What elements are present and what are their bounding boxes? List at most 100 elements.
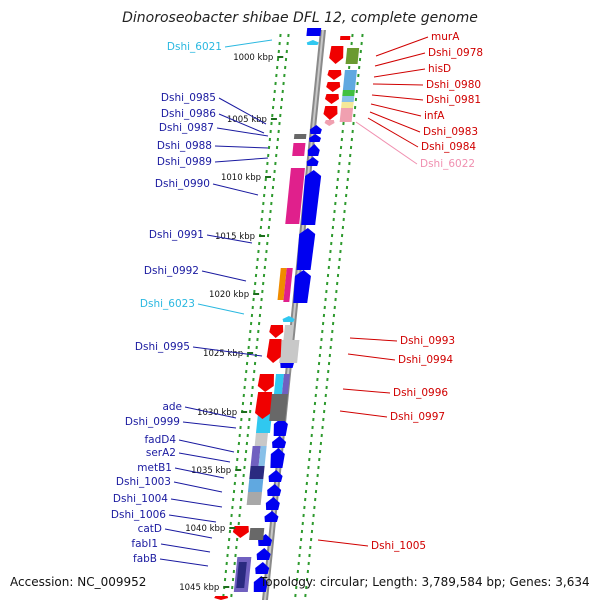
gene-feature-dshi-0999b <box>272 436 287 448</box>
gene-label: Dshi_0993 <box>400 335 455 347</box>
gene-feature-metb1b <box>268 470 283 482</box>
scale-tick-label: 1000 kbp <box>233 53 273 63</box>
gene-feature-fabi1 <box>256 548 271 560</box>
gene-feature-fadd4 <box>250 446 261 466</box>
gene-feature-dshi-1003b <box>246 492 262 505</box>
leader-line <box>218 97 267 125</box>
leader-line <box>369 111 421 133</box>
gene-feature-dshi-0981b <box>341 96 355 102</box>
leader-line <box>174 467 225 479</box>
gene-label: ade <box>162 401 182 413</box>
gene-label: Dshi_0997 <box>390 411 445 423</box>
gene-label: Dshi_0992 <box>144 265 199 277</box>
gene-feature-dshi-0985 <box>309 125 322 134</box>
gene-feature-fadd4b <box>258 446 267 466</box>
gene-feature-dshi-6022 <box>324 120 335 126</box>
gene-feature-dshi-0990b <box>301 170 322 225</box>
gene-label: serA2 <box>146 447 176 459</box>
gene-label: Dshi_0999 <box>125 416 180 428</box>
gene-feature-dshi-0989 <box>306 157 319 166</box>
leader-line <box>212 183 259 196</box>
gene-feature-catd <box>258 534 273 546</box>
scale-tick-label: 1030 kbp <box>197 408 237 418</box>
gene-feature-dshi-0980b <box>342 90 355 96</box>
scale-tick-label: 1015 kbp <box>215 232 255 242</box>
gene-feature-dshi-0992c <box>293 270 311 303</box>
gene-feature-dshi-0994 <box>279 340 300 363</box>
gene-label: metB1 <box>137 462 172 474</box>
leader-line <box>355 121 418 165</box>
leader-line <box>178 439 235 453</box>
leader-line <box>159 558 209 567</box>
gene-label: Dshi_0995 <box>135 341 190 353</box>
gene-feature-dshi-0990 <box>285 168 305 224</box>
gene-feature-dshi-0997b <box>269 394 288 421</box>
leader-line <box>170 498 223 508</box>
gene-label: Dshi_0989 <box>157 156 212 168</box>
gene-feature-dshi-0997 <box>255 392 273 419</box>
gene-feature-hisd-b <box>342 70 357 90</box>
gene-feature-dshi-0988b <box>307 144 320 156</box>
scale-tick-label: 1005 kbp <box>227 115 267 125</box>
gene-feature-dshi-0994b <box>266 339 282 363</box>
leader-line <box>339 410 388 418</box>
leader-line <box>216 127 269 137</box>
leader-line <box>184 406 237 419</box>
gene-feature-dshi-0996b <box>273 374 284 394</box>
scale-tick-label: 1020 kbp <box>209 290 249 300</box>
scale-ticks: 1000 kbp 1005 kbp 1010 kbp 1015 kbp 1020 kbp… <box>179 53 284 593</box>
leader-line <box>168 514 217 523</box>
gene-label: fabI1 <box>131 538 158 550</box>
gene-feature-hisd <box>327 70 342 80</box>
gene-feature-top-r <box>339 36 351 40</box>
gene-feature-bottom-r <box>214 596 229 600</box>
leader-line <box>164 528 213 539</box>
gene-feature-dshi-1006 <box>264 511 279 522</box>
scale-tick-label: 1010 kbp <box>221 173 261 183</box>
map-title: Dinoroseobacter shibae DFL 12, complete … <box>122 10 478 26</box>
leader-line <box>206 234 253 244</box>
leader-line <box>173 481 223 493</box>
gene-feature-dshi-0992 <box>277 268 287 300</box>
gene-label: Dshi_1005 <box>371 540 426 552</box>
accession-text: Accession: NC_009952 <box>10 575 147 589</box>
gene-feature-fabb-b <box>236 562 247 588</box>
gene-feature-infa <box>341 102 354 108</box>
gene-label: Dshi_0981 <box>426 94 481 106</box>
gene-label: Dshi_0996 <box>393 387 448 399</box>
gene-label: Dshi_0984 <box>421 141 476 153</box>
gene-label: Dshi_0978 <box>428 47 483 59</box>
gene-feature-dshi-0992b <box>283 268 293 302</box>
leader-line <box>342 388 391 394</box>
gene-feature-dshi-0991 <box>296 228 316 270</box>
scale-tick-label: 1025 kbp <box>203 349 243 359</box>
gene-feature-metb1 <box>249 466 265 479</box>
gene-feature-dshi-0988 <box>292 143 306 156</box>
gene-feature-ade-b <box>273 418 288 436</box>
gene-label: Dshi_1006 <box>111 509 166 521</box>
scale-tick-label: 1040 kbp <box>185 524 225 534</box>
leader-line <box>160 543 211 553</box>
leader-line <box>374 52 426 67</box>
gene-feature-dshi-1005b <box>249 528 265 540</box>
gene-feature-mura <box>329 46 344 64</box>
gene-feature-top <box>306 28 322 36</box>
gene-feature-dshi-0980 <box>326 82 341 92</box>
gene-labels: Dshi_6021 Dshi_0985 Dshi_0986 Dshi_0987 Dshi… <box>111 31 483 565</box>
leader-line <box>192 346 263 357</box>
gene-feature-dshi-0986 <box>293 134 307 139</box>
topology-text: Topology: circular; Length: 3,789,584 bp… <box>260 575 590 589</box>
leader-line <box>214 157 269 163</box>
leader-line <box>224 39 273 48</box>
leader-line <box>201 270 247 282</box>
leader-line <box>373 68 426 78</box>
leader-line <box>371 94 424 101</box>
gene-label: Dshi_6023 <box>140 298 195 310</box>
gene-feature-dshi-1003 <box>247 479 264 492</box>
gene-label: fabB <box>133 553 157 565</box>
label-leaders <box>159 36 429 567</box>
gene-label: Dshi_6021 <box>167 41 222 53</box>
scale-tick-label: 1035 kbp <box>191 466 231 476</box>
gene-label: Dshi_0980 <box>426 79 481 91</box>
gene-feature-sera2 <box>270 448 285 468</box>
